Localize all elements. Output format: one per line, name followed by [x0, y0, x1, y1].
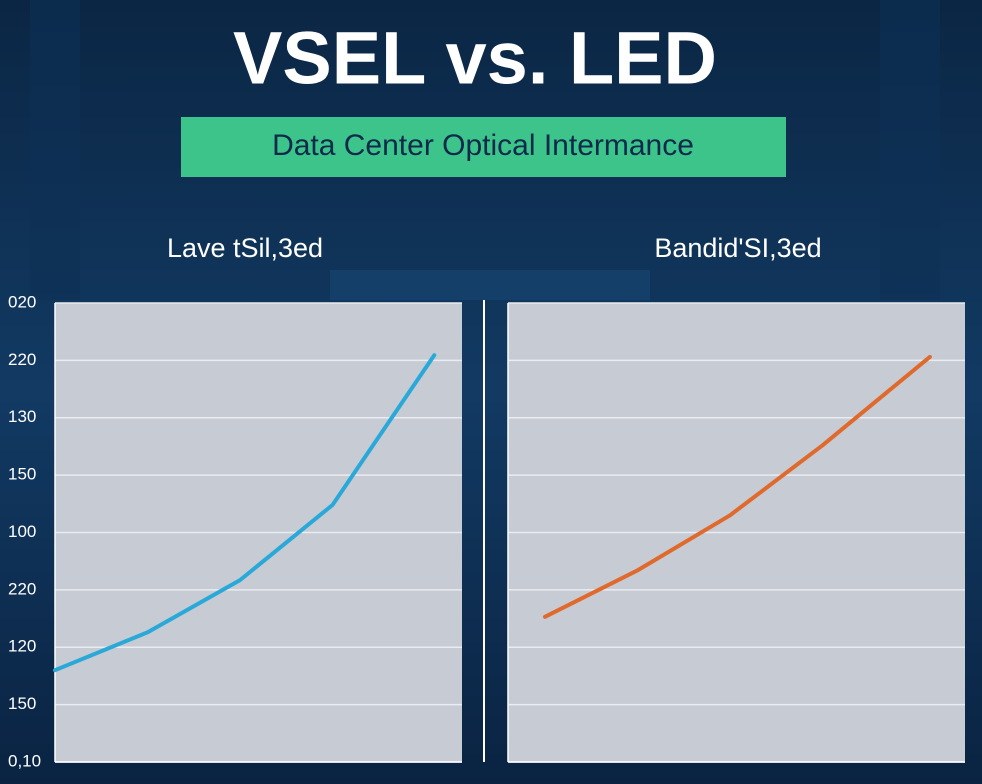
- main-title: VSEL vs. LED: [233, 17, 717, 100]
- data-line: [543, 354, 932, 619]
- y-tick-label: 0,10: [8, 751, 41, 770]
- y-tick-label: 220: [8, 350, 36, 369]
- y-tick-label: 020: [8, 292, 36, 311]
- y-tick-label: 150: [8, 465, 36, 484]
- y-tick-label: 100: [8, 522, 36, 541]
- chart-title: Lave tSil,3ed: [167, 233, 323, 263]
- subtitle: Data Center Optical Intermance: [272, 129, 694, 162]
- y-tick-label: 220: [8, 579, 36, 598]
- y-tick-label: 120: [8, 637, 36, 656]
- subtitle-banner: [181, 117, 786, 177]
- data-line: [53, 353, 437, 673]
- decor: [30, 0, 80, 300]
- y-tick-label: 150: [8, 694, 36, 713]
- y-tick-label: 130: [8, 407, 36, 426]
- chart-title: Bandid'SI,3ed: [654, 233, 821, 263]
- decor: [880, 0, 940, 300]
- decor: [330, 270, 650, 300]
